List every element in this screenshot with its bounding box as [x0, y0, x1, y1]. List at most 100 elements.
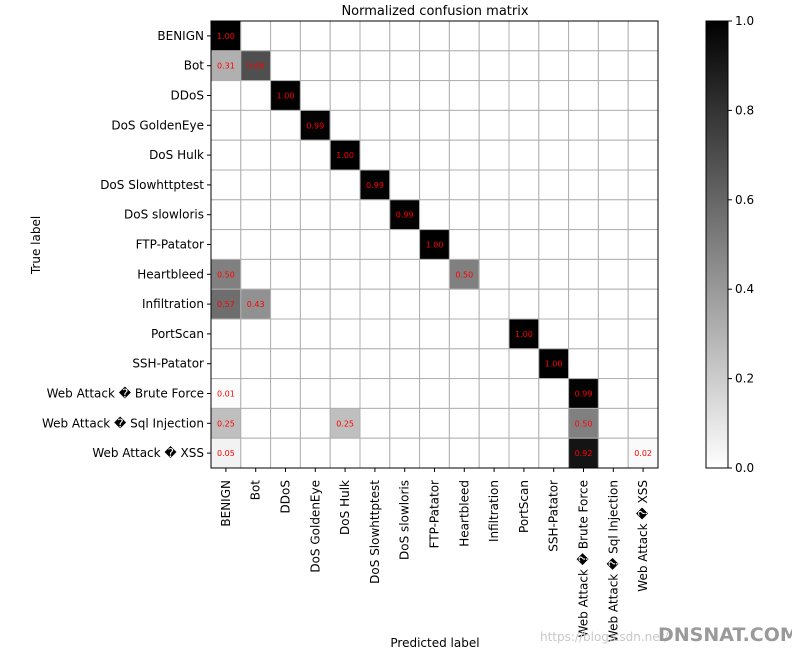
cell-label-r12-c0: 0.01	[217, 390, 235, 399]
cell-label-r2-c2: 1.00	[277, 92, 295, 101]
heatmap-cell-r5-c8	[448, 169, 480, 201]
column-tick-label: Web Attack � Brute Force	[577, 480, 591, 637]
heatmap-cell-r5-c2	[270, 169, 301, 201]
heatmap-cell-r13-c10	[508, 407, 540, 439]
heatmap-cell-r14-c6	[389, 437, 421, 469]
heatmap-cell-r12-c8	[448, 378, 480, 409]
heatmap-cell-r12-c0	[210, 378, 242, 409]
heatmap-cell-r4-c14	[627, 139, 659, 171]
heatmap-cell-r3-c3	[299, 109, 331, 141]
heatmap-cell-r13-c12	[568, 407, 599, 439]
heatmap-cell-r11-c6	[389, 348, 421, 380]
heatmap-cell-r14-c1	[240, 437, 272, 469]
colorbar-tick-label: 0.6	[735, 193, 754, 207]
heatmap-cell-r1-c9	[478, 50, 510, 82]
column-tick-label: DoS Hulk	[338, 480, 352, 535]
heatmap-cell-r6-c6	[389, 199, 421, 231]
heatmap-cell-r3-c9	[478, 109, 510, 141]
heatmap-cell-r4-c2	[270, 139, 301, 171]
heatmap-cell-r0-c7	[419, 20, 450, 52]
heatmap-cell-r14-c11	[538, 437, 570, 469]
heatmap-cell-r6-c8	[448, 199, 480, 231]
column-tick-label: DoS GoldenEye	[308, 480, 322, 573]
heatmap-cell-r9-c5	[359, 288, 391, 320]
cell-label-r6-c6: 0.99	[396, 211, 414, 220]
heatmap-cell-labels: 1.00 0.31 0.69 1.00 0.99 1.00 0.99 0.99 1.00 0.50…	[217, 32, 652, 458]
row-tick-label: Infiltration	[142, 297, 204, 311]
row-tick-label: Web Attack � Sql Injection	[42, 416, 204, 430]
heatmap-cell-r10-c10	[508, 318, 540, 350]
heatmap-cell-r2-c4	[329, 80, 361, 111]
cell-label-r13-c12: 0.50	[575, 419, 593, 428]
heatmap-cell-r12-c7	[419, 378, 450, 409]
heatmap-cell-r6-c5	[359, 199, 391, 231]
heatmap-cell-r0-c9	[478, 20, 510, 52]
cell-label-r3-c3: 0.99	[306, 121, 324, 130]
heatmap-cell-r6-c0	[210, 199, 242, 231]
heatmap-cell-r11-c3	[299, 348, 331, 380]
cell-label-r5-c5: 0.99	[366, 181, 384, 190]
heatmap-cell-r2-c8	[448, 80, 480, 111]
heatmap-cell-r4-c13	[597, 139, 629, 171]
heatmap-cell-r10-c7	[419, 318, 450, 350]
heatmap-cell-r0-c6	[389, 20, 421, 52]
heatmap-cell-r6-c2	[270, 199, 301, 231]
cell-label-r13-c0: 0.25	[217, 419, 235, 428]
heatmap-cell-r10-c5	[359, 318, 391, 350]
heatmap-cell-r5-c11	[538, 169, 570, 201]
cell-label-r14-c0: 0.05	[217, 449, 235, 458]
heatmap-cell-r2-c0	[210, 80, 242, 111]
heatmap-cell-r7-c0	[210, 229, 242, 260]
heatmap-cell-r1-c2	[270, 50, 301, 82]
heatmap-cell-r3-c1	[240, 109, 272, 141]
heatmap-cell-r5-c14	[627, 169, 659, 201]
heatmap-cell-r10-c1	[240, 318, 272, 350]
cell-label-r8-c0: 0.50	[217, 270, 235, 279]
heatmap-cell-r8-c5	[359, 258, 391, 290]
cell-label-r11-c11: 1.00	[545, 360, 563, 369]
heatmap-cell-r9-c3	[299, 288, 331, 320]
watermark: https://blog.csdn.net/ DNSNAT.COM	[540, 624, 792, 646]
colorbar-ticks: 0.0 0.2 0.4 0.6 0.8 1.0	[728, 14, 754, 475]
heatmap-cell-r10-c6	[389, 318, 421, 350]
heatmap-cell-r0-c8	[448, 20, 480, 52]
cell-label-r9-c0: 0.57	[217, 300, 235, 309]
cell-label-r9-c1: 0.43	[247, 300, 265, 309]
heatmap-cell-r5-c10	[508, 169, 540, 201]
heatmap-cell-r12-c5	[359, 378, 391, 409]
row-tick-label: DoS Slowhttptest	[100, 178, 204, 192]
heatmap-cell-r11-c0	[210, 348, 242, 380]
heatmap-cell-r13-c9	[478, 407, 510, 439]
heatmap-cell-r1-c1	[240, 50, 272, 82]
heatmap-cell-r2-c5	[359, 80, 391, 111]
heatmap-cell-r11-c8	[448, 348, 480, 380]
heatmap-cell-r0-c11	[538, 20, 570, 52]
column-tick-label: SSH-Patator	[547, 480, 561, 552]
heatmap-cell-r0-c14	[627, 20, 659, 52]
heatmap-cell-r14-c3	[299, 437, 331, 469]
heatmap-cell-r8-c11	[538, 258, 570, 290]
heatmap-cell-r9-c9	[478, 288, 510, 320]
cell-label-r13-c4: 0.25	[336, 419, 354, 428]
row-tick-label: DDoS	[171, 89, 204, 103]
heatmap-cell-r11-c9	[478, 348, 510, 380]
heatmap-cell-r6-c4	[329, 199, 361, 231]
heatmap-cell-r9-c7	[419, 288, 450, 320]
heatmap-cell-r1-c4	[329, 50, 361, 82]
colorbar-tick-label: 1.0	[735, 14, 754, 28]
heatmap-cell-r8-c6	[389, 258, 421, 290]
heatmap-cell-r2-c14	[627, 80, 659, 111]
heatmap-cell-r14-c14	[627, 437, 659, 469]
heatmap-cell-r8-c0	[210, 258, 242, 290]
heatmap-cell-r2-c10	[508, 80, 540, 111]
heatmap-cell-r6-c14	[627, 199, 659, 231]
cell-label-r7-c7: 1.00	[426, 241, 444, 250]
heatmap-cell-r10-c2	[270, 318, 301, 350]
heatmap-cell-r8-c8	[448, 258, 480, 290]
column-tick-label: BENIGN	[219, 480, 233, 527]
heatmap-cell-r10-c0	[210, 318, 242, 350]
plot-frame	[210, 20, 659, 469]
heatmap-cell-r9-c12	[568, 288, 599, 320]
heatmap-cell-r14-c8	[448, 437, 480, 469]
heatmap-cell-r12-c9	[478, 378, 510, 409]
